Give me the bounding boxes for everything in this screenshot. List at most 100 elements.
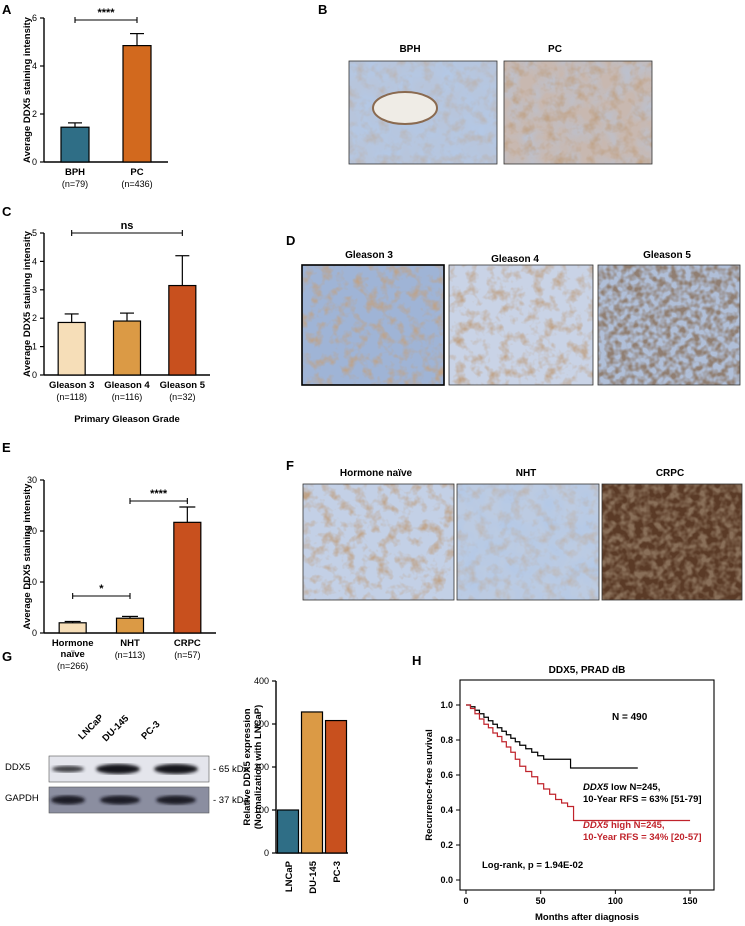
n-total-label: N = 490 — [612, 712, 648, 723]
micrograph-gleason-3 — [301, 264, 445, 386]
image-label-pc: PC — [548, 44, 562, 55]
bar-2 — [122, 44, 152, 163]
y-tick-label: 0.4 — [440, 805, 453, 815]
survival-curve-low — [466, 704, 638, 769]
bar-3 — [168, 284, 197, 376]
category-label: naïve — [61, 649, 85, 660]
y-tick-label: 200 — [254, 762, 269, 772]
category-label: PC-3 — [332, 861, 343, 883]
image-label-bph: BPH — [399, 44, 420, 55]
y-tick-label: 6 — [32, 13, 37, 23]
marker-37-kda: - 37 kDa — [213, 795, 250, 806]
image-label-gleason-5: Gleason 5 — [643, 250, 691, 261]
band-ddx5-pc3 — [154, 764, 198, 774]
bar-2 — [300, 711, 324, 854]
panel-label-g: G — [2, 649, 12, 664]
y-tick-label: 400 — [254, 676, 269, 686]
western-blot: LNCaP DU-145 PC-3 DDX5 GAPDH - 65 kDa - … — [5, 712, 250, 814]
bar-2 — [115, 617, 145, 634]
bar-1 — [57, 321, 86, 376]
image-label-nht: NHT — [516, 468, 537, 479]
panel-b-images: BPH PC — [348, 44, 653, 165]
micrograph-gleason-5 — [597, 264, 741, 386]
low-group-label: DDX5 low N=245, — [583, 782, 660, 793]
y-axis-title: Average DDX5 staining intensity — [22, 483, 33, 630]
logrank-label: Log-rank, p = 1.94E-02 — [482, 860, 583, 871]
y-axis-title: Average DDX5 staining intensity — [22, 16, 33, 163]
significance-label: * — [99, 583, 104, 595]
x-tick-label: 50 — [536, 896, 546, 906]
category-label: Gleason 5 — [160, 380, 206, 391]
category-n-label: (n=118) — [56, 392, 87, 402]
y-tick-label: 3 — [32, 285, 37, 295]
panel-d-images: Gleason 3 Gleason 4 Gleason 5 — [301, 250, 741, 386]
panel-label-c: C — [2, 204, 12, 219]
category-label: BPH — [65, 167, 85, 178]
category-label: LNCaP — [284, 860, 295, 892]
micrograph-pc — [503, 60, 653, 165]
panel-label-b: B — [318, 2, 327, 17]
category-n-label: (n=32) — [169, 392, 195, 402]
low-group-rfs: 10-Year RFS = 63% [51-79] — [583, 794, 702, 805]
chart-g-relative-expression: 0 100 200 300 400 Relative DDX5 expression (No… — [242, 676, 348, 894]
significance-label: **** — [150, 488, 168, 500]
bar-3 — [324, 719, 348, 854]
panel-f-images: Hormone naïve NHT CRPC — [302, 468, 743, 601]
band-ddx5-du145 — [96, 764, 140, 774]
y-tick-label: 0 — [32, 370, 37, 380]
category-label: Gleason 3 — [49, 380, 94, 391]
y-tick-label: 2 — [32, 313, 37, 323]
chart-title: DDX5, PRAD dB — [549, 665, 626, 676]
high-group-label: DDX5 high N=245, — [583, 820, 665, 831]
y-tick-label: 30 — [27, 475, 37, 485]
image-label-crpc: CRPC — [656, 468, 684, 479]
y-axis-title: Relative DDX5 expression — [242, 708, 253, 825]
y-tick-label: 0 — [264, 848, 269, 858]
image-label-hormone-naive: Hormone naïve — [340, 468, 413, 479]
y-tick-label: 300 — [254, 719, 269, 729]
category-label: DU-145 — [308, 860, 319, 893]
marker-65-kda: - 65 kDa — [213, 764, 250, 775]
panel-label-h: H — [412, 653, 421, 668]
y-tick-label: 0.0 — [440, 875, 453, 885]
category-label: PC — [130, 167, 143, 178]
y-tick-label: 0 — [32, 628, 37, 638]
panel-label-e: E — [2, 440, 11, 455]
y-tick-label: 0.6 — [440, 770, 453, 780]
blot-lane-du145: DU-145 — [100, 713, 131, 744]
category-n-label: (n=436) — [121, 179, 152, 189]
category-label: CRPC — [174, 638, 201, 649]
band-gapdh-lncap — [51, 795, 85, 805]
y-tick-label: 1 — [32, 342, 37, 352]
y-axis-title: Average DDX5 staining intensity — [22, 230, 33, 377]
significance-label: ns — [121, 220, 134, 232]
bar-2 — [112, 320, 142, 376]
plot-frame — [459, 679, 715, 891]
category-label: NHT — [120, 638, 140, 649]
x-axis-title: Months after diagnosis — [535, 912, 639, 923]
micrograph-bph — [348, 60, 498, 165]
survival-curve-high — [466, 704, 691, 822]
category-n-label: (n=116) — [112, 392, 143, 402]
y-tick-label: 1.0 — [440, 700, 453, 710]
y-tick-label: 2 — [32, 109, 37, 119]
y-tick-label: 100 — [254, 805, 269, 815]
image-label-gleason-4: Gleason 4 — [491, 254, 539, 265]
band-gapdh-pc3 — [156, 795, 196, 805]
category-n-label: (n=79) — [62, 179, 88, 189]
bar-1 — [276, 809, 300, 854]
category-label: Gleason 4 — [104, 380, 150, 391]
y-axis-title: Recurrence-free survival — [424, 729, 435, 840]
y-tick-label: 4 — [32, 61, 37, 71]
bar-3 — [173, 521, 202, 634]
chart-h-kaplan-meier: DDX5, PRAD dB 0.0 0.2 0.4 0.6 0.8 1.0 0 50 100 150… — [424, 665, 715, 923]
y-tick-label: 20 — [27, 526, 37, 536]
micrograph-hormone-naive — [302, 483, 455, 601]
micrograph-crpc — [601, 483, 743, 601]
panel-label-f: F — [286, 458, 294, 473]
micrograph-gleason-4 — [448, 264, 594, 386]
